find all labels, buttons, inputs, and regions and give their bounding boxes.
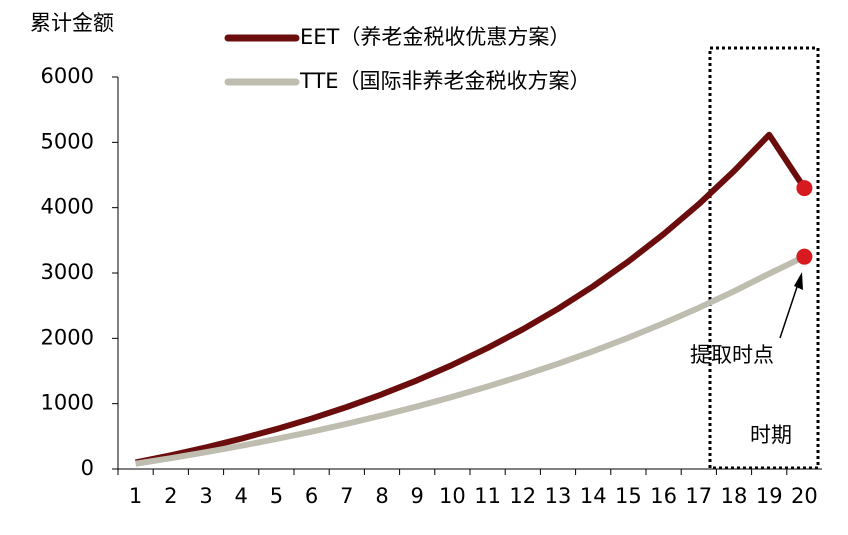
legend-label: EET（养老金税收优惠方案） [300,25,570,49]
x-tick-label: 9 [411,484,424,508]
y-tick-label: 0 [81,456,94,480]
x-tick-label: 14 [580,484,607,508]
x-tick-label: 7 [340,484,353,508]
x-tick-label: 10 [439,484,466,508]
x-tick-label: 13 [545,484,572,508]
y-tick-label: 1000 [41,391,94,415]
x-tick-label: 6 [305,484,318,508]
series-line [135,253,806,467]
x-tick-label: 1 [129,484,142,508]
y-tick-label: 2000 [41,325,94,349]
x-tick-label: 2 [164,484,177,508]
y-axis-label: 累计金额 [30,11,114,35]
annotation: 提取时点 [690,343,774,367]
x-tick-label: 15 [615,484,642,508]
x-tick-label: 8 [375,484,388,508]
x-tick-label: 11 [474,484,501,508]
y-tick-label: 3000 [41,260,94,284]
end-point [796,248,813,265]
end-point [796,180,813,197]
y-tick-label: 4000 [41,195,94,219]
y-tick-label: 5000 [41,129,94,153]
series-line [134,131,807,466]
y-tick-label: 6000 [41,64,94,88]
x-tick-label: 4 [235,484,248,508]
arrow-head [794,272,803,290]
x-tick-label: 5 [270,484,283,508]
legend-label: TTE（国际非养老金税收方案） [299,69,591,93]
annotation-arrow [779,277,801,339]
x-tick-label: 18 [721,484,748,508]
x-axis-label: 时期 [750,423,792,447]
x-tick-label: 12 [509,484,536,508]
withdrawal-box [708,46,820,470]
x-tick-label: 3 [199,484,212,508]
x-tick-label: 20 [791,484,818,508]
x-tick-label: 17 [685,484,712,508]
x-tick-label: 19 [756,484,783,508]
x-tick-label: 16 [650,484,677,508]
